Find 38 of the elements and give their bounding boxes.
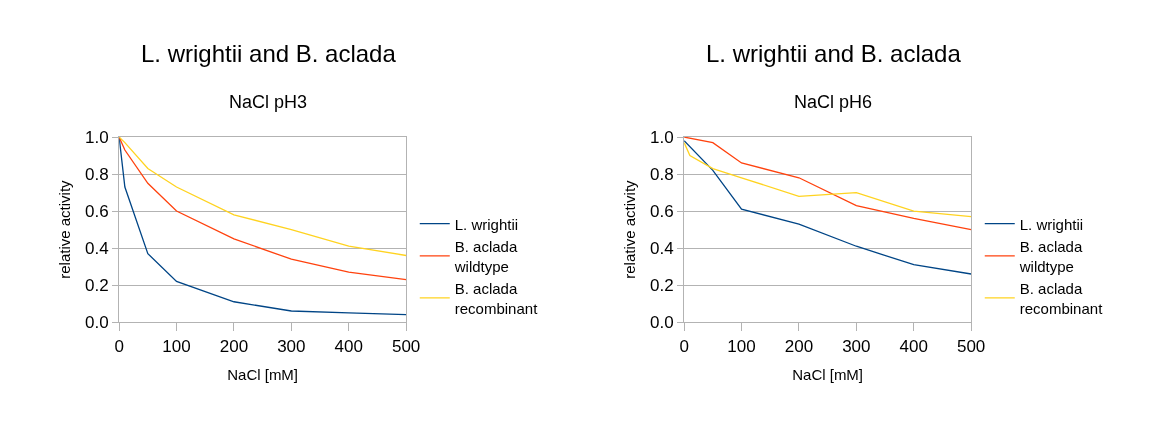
y-tick-label: 0.8 — [85, 165, 109, 185]
y-tick-label: 0.0 — [650, 313, 674, 333]
x-axis-title: NaCl [mM] — [227, 365, 299, 383]
x-axis-title: NaCl [mM] — [792, 365, 864, 383]
y-tick-label: 0.4 — [85, 239, 109, 259]
x-tick-label: 0 — [679, 336, 689, 356]
x-tick-label: 300 — [842, 336, 871, 356]
legend-label: B. aclada recombinant — [454, 280, 539, 317]
legend-label: B. aclada wildtype — [1018, 238, 1083, 275]
y-tick-label: 0.2 — [650, 276, 674, 296]
x-tick-label: 400 — [899, 336, 928, 356]
y-tick-label: 0.2 — [85, 276, 109, 296]
x-tick-label: 100 — [727, 336, 756, 356]
chart-subtitle: NaCl pH3 — [229, 92, 308, 112]
y-tick-label: 0.6 — [650, 202, 674, 222]
legend-label: L. wrightii — [1019, 215, 1084, 233]
y-tick-label: 0.0 — [85, 313, 109, 333]
chart-title: L. wrightii and B. aclada — [706, 40, 962, 67]
y-tick-label: 1.0 — [650, 128, 674, 148]
y-tick-label: 0.4 — [650, 239, 674, 259]
x-tick-label: 100 — [162, 336, 191, 356]
y-tick-label: 0.8 — [650, 165, 674, 185]
x-tick-label: 500 — [391, 336, 421, 356]
legend-label: B. aclada recombinant — [1019, 280, 1104, 317]
legend-label: B. aclada wildtype — [453, 238, 518, 275]
x-tick-label: 200 — [784, 336, 814, 356]
y-tick-label: 0.6 — [85, 202, 109, 222]
x-tick-label: 400 — [334, 336, 363, 356]
x-tick-label: 500 — [956, 336, 986, 356]
y-tick-label: 1.0 — [85, 128, 109, 148]
x-tick-label: 0 — [114, 336, 124, 356]
chart-title: L. wrightii and B. aclada — [141, 40, 397, 67]
chart-subtitle: NaCl pH6 — [794, 92, 873, 112]
x-tick-label: 300 — [277, 336, 306, 356]
x-tick-label: 200 — [219, 336, 249, 356]
legend-label: L. wrightii — [454, 215, 519, 233]
y-axis-title: relative activity — [56, 179, 74, 279]
y-axis-title: relative activity — [621, 179, 639, 279]
